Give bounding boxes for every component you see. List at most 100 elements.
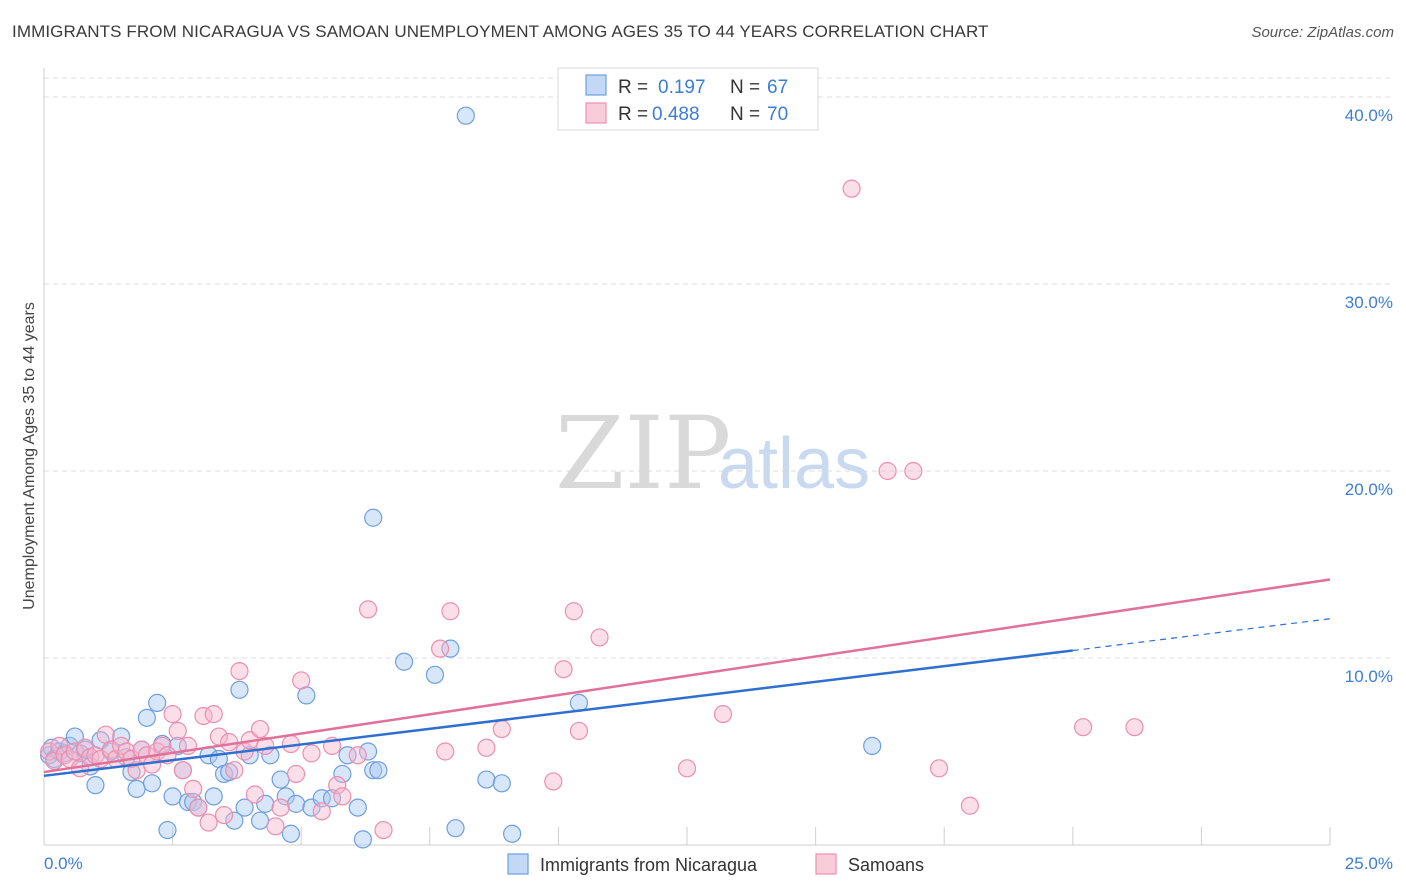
nicaragua-point-5 (60, 736, 79, 755)
samoans-point-35 (220, 733, 239, 752)
samoans-point-66 (677, 759, 697, 778)
samoans-point-57 (436, 742, 455, 761)
samoans-point-73 (1073, 718, 1093, 737)
nicaragua-point-19 (142, 774, 162, 793)
samoans-point-56 (430, 639, 450, 658)
nicaragua-point-66 (358, 742, 378, 761)
nicaragua-point-40 (261, 746, 280, 765)
nicaragua-point-10 (86, 776, 105, 795)
nicaragua-point-49 (333, 764, 352, 784)
legend-r-label-samoans: R = (618, 104, 648, 125)
legend-n-value-samoans: 70 (767, 104, 788, 125)
nicaragua-point-38 (250, 811, 270, 830)
y-tick-labels: 10.0% 20.0% 30.0% 40.0% (1345, 106, 1393, 686)
nicaragua-point-36 (235, 798, 254, 817)
legend-box: R = 0.197 N = 67 R = 0.488 N = 70 (557, 67, 819, 131)
samoans-point-63 (564, 602, 583, 621)
trend-line-samoans (43, 578, 1331, 774)
grid-lines (44, 77, 1392, 659)
nicaragua-point-60 (456, 106, 475, 125)
nicaragua-point-51 (348, 798, 367, 817)
samoans-point-70 (904, 461, 923, 481)
samoans-point-54 (358, 600, 378, 619)
nicaragua-point-18 (137, 708, 156, 727)
samoans-point-60 (492, 719, 511, 739)
nicaragua-point-58 (446, 819, 465, 838)
samoans-point-40 (245, 785, 265, 804)
samoans-point-46 (286, 764, 306, 784)
nicaragua-point-16 (127, 779, 146, 799)
samoans-point-59 (477, 738, 496, 757)
trend-line-nicaragua (43, 649, 1073, 778)
nicaragua-point-50 (338, 746, 357, 765)
watermark-zip: ZIP (555, 395, 731, 512)
watermark-atlas: atlas (718, 424, 870, 504)
nicaragua-point-54 (369, 761, 388, 780)
samoans-point-52 (333, 787, 352, 806)
legend-n-value-nicaragua: 67 (767, 77, 788, 98)
samoans-point-32 (204, 704, 223, 724)
axes (43, 68, 1331, 846)
samoans-point-71 (929, 759, 949, 778)
samoans-point-61 (544, 772, 563, 791)
samoans-point-36 (225, 761, 244, 780)
nicaragua-point-47 (312, 789, 331, 808)
nicaragua-point-41 (271, 770, 290, 789)
y-tick-label-2: 30.0% (1345, 293, 1393, 312)
source-label: Source: ZipAtlas.com (1251, 24, 1394, 41)
samoans-point-12 (101, 740, 120, 759)
samoans-point-48 (302, 744, 321, 763)
bottom-legend-label-nicaragua: Immigrants from Nicaragua (540, 855, 758, 875)
samoans-point-47 (292, 671, 311, 690)
x-tick-label-max: 25.0% (1345, 854, 1393, 873)
nicaragua-point-42 (276, 787, 295, 806)
bottom-legend-swatch-samoans (815, 853, 837, 875)
samoans-point-37 (230, 661, 249, 681)
samoans-point-28 (184, 779, 203, 799)
nicaragua-point-27 (184, 792, 203, 812)
series-nicaragua-points (40, 106, 882, 849)
bottom-legend-label-samoans: Samoans (848, 855, 924, 875)
samoans-point-41 (250, 719, 270, 739)
legend-r-value-nicaragua: 0.197 (658, 77, 706, 98)
samoans-point-24 (163, 704, 182, 724)
y-axis-label: Unemployment Among Ages 35 to 44 years (21, 302, 38, 610)
trend-lines (43, 578, 1331, 778)
legend-r-label-nicaragua: R = (618, 77, 648, 98)
nicaragua-point-35 (230, 680, 249, 699)
nicaragua-point-59 (364, 508, 383, 527)
legend-n-label-samoans: N = (730, 104, 760, 125)
bottom-legend-swatch-nicaragua (507, 853, 529, 875)
samoans-point-7 (76, 738, 95, 757)
samoans-point-0 (40, 742, 59, 761)
samoans-point-25 (168, 721, 187, 741)
samoans-point-58 (441, 602, 460, 621)
nicaragua-point-43 (281, 824, 301, 843)
nicaragua-point-34 (225, 811, 244, 830)
samoans-point-68 (842, 179, 861, 198)
nicaragua-point-55 (394, 652, 414, 671)
samoans-point-34 (214, 805, 234, 825)
nicaragua-point-23 (163, 787, 182, 806)
legend-swatch-nicaragua (585, 74, 607, 96)
samoans-point-51 (328, 776, 347, 795)
samoans-point-44 (271, 798, 290, 817)
nicaragua-point-52 (353, 830, 373, 849)
samoans-point-67 (713, 704, 733, 724)
samoans-point-65 (569, 721, 589, 741)
samoans-point-64 (590, 628, 609, 647)
bottom-legend: Immigrants from Nicaragua Samoans (507, 853, 924, 875)
samoans-point-55 (374, 820, 393, 840)
chart-title: IMMIGRANTS FROM NICARAGUA VS SAMOAN UNEM… (12, 22, 989, 41)
watermark: ZIP atlas (555, 395, 870, 512)
legend-r-value-samoans: 0.488 (652, 104, 700, 125)
samoans-point-31 (199, 813, 218, 832)
nicaragua-point-62 (492, 774, 511, 793)
nicaragua-point-61 (477, 770, 496, 789)
y-tick-label-3: 40.0% (1345, 106, 1393, 125)
samoans-point-14 (112, 736, 131, 755)
samoans-point-49 (312, 802, 331, 821)
y-tick-label-0: 10.0% (1345, 667, 1393, 686)
trend-line-nicaragua-extension (1072, 618, 1331, 652)
